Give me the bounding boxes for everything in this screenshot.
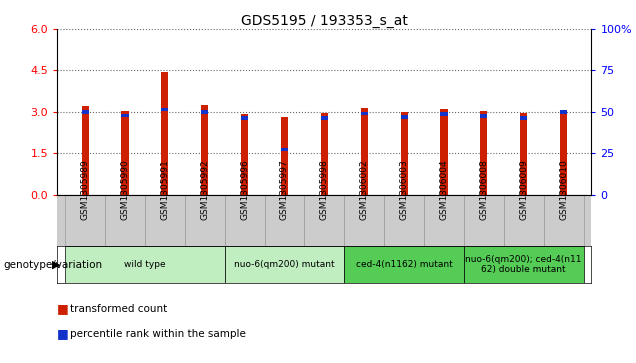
Bar	[401, 115, 408, 119]
Bar	[544, 195, 583, 246]
Bar	[162, 108, 169, 111]
Text: nuo-6(qm200); ced-4(n11
62) double mutant: nuo-6(qm200); ced-4(n11 62) double mutan…	[466, 255, 582, 274]
Bar	[281, 147, 288, 151]
Bar	[201, 105, 209, 195]
Bar	[480, 114, 487, 118]
Text: GSM1305989: GSM1305989	[81, 159, 90, 220]
Text: GSM1305990: GSM1305990	[120, 159, 130, 220]
Bar	[121, 110, 128, 195]
Bar	[321, 116, 328, 120]
Bar	[384, 195, 424, 246]
Bar	[121, 114, 128, 117]
Bar	[440, 109, 448, 195]
Bar	[81, 106, 89, 195]
Bar	[464, 246, 583, 283]
Text: wild type: wild type	[124, 260, 166, 269]
Text: GSM1306010: GSM1306010	[559, 159, 568, 220]
Bar	[66, 246, 225, 283]
Bar	[464, 195, 504, 246]
Bar	[321, 113, 328, 195]
Bar	[440, 113, 448, 116]
Bar	[66, 195, 105, 246]
Bar	[81, 110, 89, 114]
Bar	[305, 195, 344, 246]
Text: ■: ■	[57, 327, 69, 340]
Bar	[105, 195, 145, 246]
Text: ■: ■	[57, 302, 69, 315]
Bar	[241, 116, 248, 120]
Bar	[225, 246, 344, 283]
Bar	[344, 246, 464, 283]
Bar	[265, 195, 305, 246]
Text: GSM1306002: GSM1306002	[360, 159, 369, 220]
Bar	[281, 117, 288, 195]
Bar	[361, 108, 368, 195]
Bar	[560, 110, 567, 114]
Title: GDS5195 / 193353_s_at: GDS5195 / 193353_s_at	[241, 14, 408, 28]
Text: percentile rank within the sample: percentile rank within the sample	[70, 329, 246, 339]
Bar	[241, 114, 248, 195]
Text: GSM1305992: GSM1305992	[200, 159, 209, 220]
Text: ▶: ▶	[52, 260, 60, 270]
Text: GSM1305996: GSM1305996	[240, 159, 249, 220]
Bar	[560, 110, 567, 195]
Text: GSM1306009: GSM1306009	[519, 159, 529, 220]
Text: transformed count: transformed count	[70, 303, 167, 314]
Bar	[401, 112, 408, 195]
Text: nuo-6(qm200) mutant: nuo-6(qm200) mutant	[234, 260, 335, 269]
Bar	[344, 195, 384, 246]
Bar	[424, 195, 464, 246]
Bar	[162, 72, 169, 195]
Text: GSM1305997: GSM1305997	[280, 159, 289, 220]
Bar	[201, 110, 209, 114]
Bar	[504, 195, 544, 246]
Text: ced-4(n1162) mutant: ced-4(n1162) mutant	[356, 260, 452, 269]
Bar	[480, 110, 487, 195]
Text: GSM1306003: GSM1306003	[399, 159, 408, 220]
Text: GSM1305991: GSM1305991	[160, 159, 169, 220]
Bar	[145, 195, 185, 246]
Bar	[361, 111, 368, 115]
Bar	[520, 116, 527, 120]
Bar	[185, 195, 225, 246]
Text: GSM1306004: GSM1306004	[439, 159, 448, 220]
Bar	[520, 113, 527, 195]
Text: GSM1305998: GSM1305998	[320, 159, 329, 220]
Bar	[225, 195, 265, 246]
Text: genotype/variation: genotype/variation	[3, 260, 102, 270]
Text: GSM1306008: GSM1306008	[480, 159, 488, 220]
